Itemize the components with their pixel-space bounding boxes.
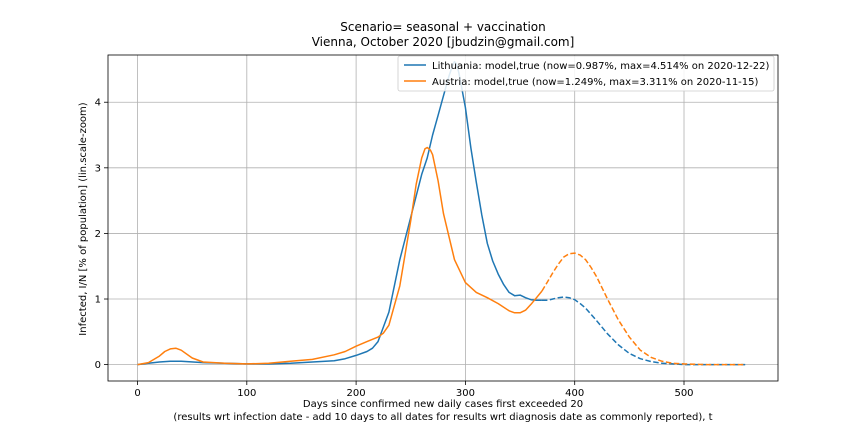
y-tick-label: 3	[95, 163, 101, 174]
legend-label-lithuania: Lithuania: model,true (now=0.987%, max=4…	[432, 61, 770, 72]
x-tick-label: 100	[237, 388, 256, 399]
grid	[108, 55, 778, 381]
series-line-austria-solid	[137, 146, 543, 366]
x-axis-label-note: (results wrt infection date - add 10 day…	[173, 412, 712, 423]
x-tick-label: 400	[565, 388, 584, 399]
y-tick-label: 1	[95, 295, 101, 306]
legend-box	[397, 55, 775, 92]
x-tick-label: 0	[134, 388, 140, 399]
x-tick-label: 200	[347, 388, 366, 399]
series-line-lithuania-solid	[137, 60, 542, 366]
x-tick-label: 300	[456, 388, 475, 399]
series-line-austria-dashed	[541, 252, 746, 366]
plot-frame	[107, 54, 779, 382]
series-line-lithuania-dashed	[541, 296, 746, 366]
x-axis: 0 100 200 300 400 500	[134, 381, 694, 399]
legend-label-austria: Austria: model,true (now=1.249%, max=3.3…	[432, 77, 759, 88]
series-layer	[137, 60, 746, 366]
y-axis-label: Infected, I/N [% of population] (lin.sca…	[78, 102, 89, 335]
chart-subtitle: Vienna, October 2020 [jbudzin@gmail.com]	[312, 35, 575, 49]
y-tick-label: 2	[95, 229, 101, 240]
x-axis-label: Days since confirmed new daily cases fir…	[303, 399, 583, 410]
chart-title: Scenario= seasonal + vaccination	[340, 20, 546, 34]
y-axis: 0 1 2 3 4	[95, 98, 108, 371]
y-tick-label: 0	[95, 360, 101, 371]
y-tick-label: 4	[95, 98, 101, 109]
legend: Lithuania: model,true (now=0.987%, max=4…	[397, 55, 775, 92]
x-tick-label: 500	[674, 388, 693, 399]
